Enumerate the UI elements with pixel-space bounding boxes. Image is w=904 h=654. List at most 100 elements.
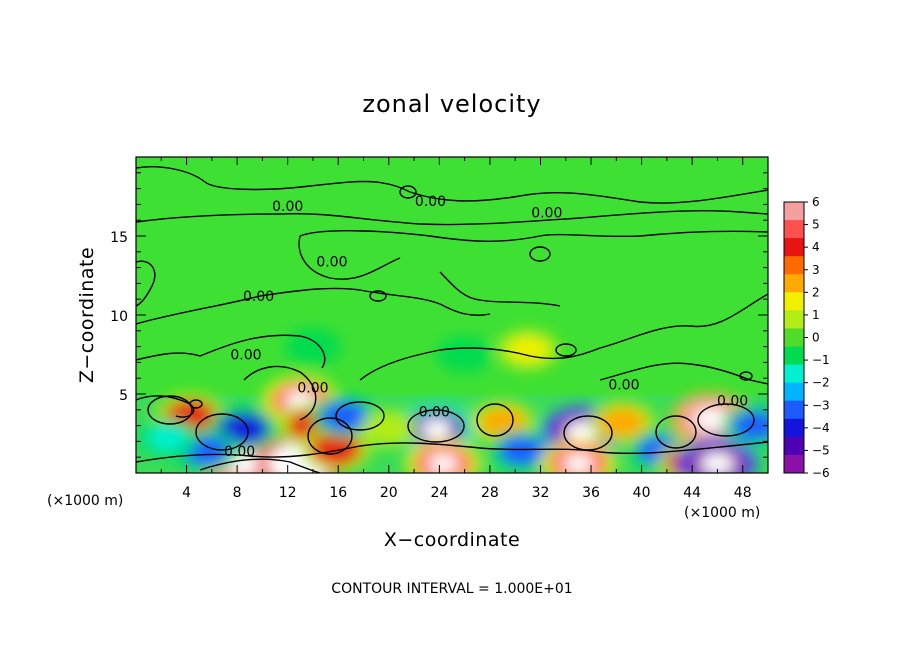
x-tick-label: 32	[532, 485, 550, 501]
contour-line	[136, 166, 768, 204]
colorbar-label: 2	[812, 285, 820, 299]
contour-loop	[195, 413, 249, 451]
contour-loop	[697, 403, 755, 437]
chart-title: zonal velocity	[362, 90, 541, 118]
colorbar-label: 1	[812, 308, 820, 322]
field-blob	[370, 417, 408, 441]
y-tick-label: 10	[110, 309, 128, 325]
x-tick-label: 8	[233, 485, 242, 501]
field-blob	[294, 335, 332, 359]
colorbar-label: 6	[812, 195, 820, 209]
contour-line	[439, 271, 561, 307]
colorbar-swatch	[784, 418, 804, 438]
x-tick-label: 28	[481, 485, 499, 501]
plot-area: 0.00 0.00 0.00 0.00 0.00 0.00 0.00 0.00 0.00 0.00…	[136, 157, 768, 473]
contour-line	[199, 458, 321, 473]
field-core	[694, 408, 728, 431]
contour-loop	[476, 403, 514, 437]
contour-loop	[407, 409, 465, 443]
colorbar-swatch	[784, 274, 804, 293]
zero-contours	[136, 166, 768, 473]
field-features	[136, 328, 768, 473]
contour-interval-note: CONTOUR INTERVAL = 1.000E+01	[331, 581, 572, 597]
field-blob	[146, 425, 189, 452]
contour-value-label: 0.00	[608, 378, 639, 394]
contour-value-label: 0.00	[415, 194, 446, 210]
x-unit-label-right: (×1000 m)	[684, 505, 760, 521]
contour-loop	[655, 415, 697, 449]
contour-value-label: 0.00	[717, 393, 748, 409]
contour-loop	[529, 246, 551, 262]
field-core	[700, 452, 735, 473]
x-tick-label: 20	[380, 485, 398, 501]
x-unit-label-left: (×1000 m)	[47, 493, 123, 509]
colorbar-swatch	[784, 436, 804, 456]
contour-value-label: 0.00	[224, 444, 255, 460]
colorbar-label: −4	[812, 421, 830, 435]
contour-line	[136, 260, 156, 307]
colorbar-swatch	[784, 310, 804, 329]
colorbar-swatch	[784, 238, 804, 257]
colorbar-label: 5	[812, 218, 820, 232]
contour-loop	[307, 417, 353, 455]
contour-value-label: 0.00	[297, 381, 328, 397]
contour-value-label: 0.00	[272, 199, 303, 215]
contour-loop	[369, 290, 387, 302]
colorbar-label: 3	[812, 263, 820, 277]
contour-line	[299, 230, 768, 242]
contour-line	[136, 287, 491, 325]
contour-line	[359, 293, 768, 381]
contour-value-label: 0.00	[243, 289, 274, 305]
x-tick-label: 4	[182, 485, 191, 501]
contour-line	[136, 334, 326, 369]
x-tick-label: 40	[633, 485, 651, 501]
x-tick-label: 36	[582, 485, 600, 501]
contour-loop	[399, 185, 417, 199]
field-blob	[310, 432, 362, 466]
colorbar-label: −3	[812, 398, 830, 412]
contour-line	[298, 235, 401, 280]
field-core	[563, 453, 594, 473]
x-axis-label: X−coordinate	[384, 529, 520, 551]
contour-labels: 0.00 0.00 0.00 0.00 0.00 0.00 0.00 0.00 0.00 0.00…	[224, 194, 748, 460]
field-core	[421, 418, 453, 439]
x-tick-label: 48	[734, 485, 752, 501]
y-tick-label: 15	[110, 230, 128, 246]
colorbar-label: 4	[812, 240, 820, 254]
x-axis: 4 8 12 16 20 24 28 32 36 40 44 48	[160, 157, 769, 501]
colorbar-swatch	[784, 220, 804, 239]
x-tick-label: 16	[329, 485, 347, 501]
colorbar-label: −1	[812, 353, 830, 367]
contour-line	[243, 365, 317, 421]
colorbar-swatch	[784, 346, 804, 366]
contour-loop	[555, 343, 577, 357]
colorbar: 6 5 4 3 2 1 0 −1 −2 −3 −4 −5 −6	[783, 195, 830, 480]
field-blob	[732, 410, 768, 441]
contour-value-label: 0.00	[419, 404, 450, 420]
y-axis-label: Z−coordinate	[76, 247, 98, 383]
colorbar-label: −2	[812, 376, 830, 390]
colorbar-swatch	[784, 364, 804, 384]
contour-value-label: 0.00	[230, 348, 261, 364]
colorbar-label: −6	[812, 466, 830, 480]
x-tick-label: 12	[279, 485, 297, 501]
contour-loop	[563, 415, 613, 451]
field-blob	[498, 436, 545, 466]
x-tick-label: 44	[683, 485, 701, 501]
colorbar-swatch	[784, 400, 804, 420]
contour-loop	[189, 399, 203, 409]
colorbar-label: −5	[812, 443, 830, 457]
contour-value-label: 0.00	[531, 205, 562, 221]
field-blob	[507, 336, 549, 363]
colorbar-swatch	[784, 328, 804, 348]
x-tick-label: 24	[430, 485, 448, 501]
field-blob	[446, 342, 484, 367]
colorbar-swatch	[784, 382, 804, 402]
contour-loop	[335, 401, 385, 431]
contour-loop	[147, 395, 193, 425]
colorbar-swatch	[784, 202, 804, 221]
colorbar-swatch	[784, 292, 804, 311]
colorbar-swatch	[784, 454, 804, 474]
colorbar-label: 0	[812, 331, 820, 345]
